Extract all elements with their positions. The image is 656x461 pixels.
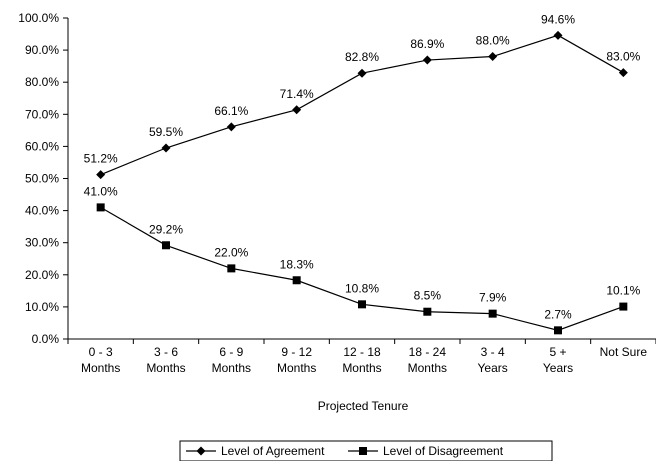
data-label: 88.0% bbox=[476, 34, 510, 48]
data-point bbox=[619, 302, 628, 311]
x-tick-label: 5 + Years bbox=[543, 345, 573, 375]
y-tick-label: 100.0% bbox=[18, 11, 59, 25]
data-label: 18.3% bbox=[280, 257, 314, 271]
data-point bbox=[161, 143, 171, 153]
legend: Level of Agreement Level of Disagreement bbox=[179, 440, 553, 461]
data-point bbox=[96, 203, 105, 212]
data-label: 22.0% bbox=[214, 245, 248, 259]
data-point bbox=[227, 264, 236, 273]
x-tick-label: 18 - 24 Months bbox=[408, 345, 447, 375]
data-point bbox=[488, 309, 497, 318]
series-agreement: 51.2% 59.5% 66.1% 71.4% 82.8% 86.9% 88.0% 94.6%… bbox=[84, 12, 641, 180]
data-label: 29.2% bbox=[149, 222, 183, 236]
data-point bbox=[422, 55, 432, 65]
x-tick-label: 0 - 3 Months bbox=[81, 345, 120, 375]
x-axis-title: Projected Tenure bbox=[318, 399, 409, 413]
data-point bbox=[357, 68, 367, 78]
data-label: 66.1% bbox=[214, 104, 248, 118]
x-tick-label: 12 - 18 Months bbox=[342, 345, 381, 375]
x-tick-label: 3 - 4 Years bbox=[478, 345, 508, 375]
data-point bbox=[553, 30, 563, 40]
data-point bbox=[488, 52, 498, 62]
legend-label: Level of Agreement bbox=[221, 444, 325, 458]
data-point bbox=[226, 122, 236, 132]
data-label: 2.7% bbox=[544, 307, 572, 321]
y-tick-label: 40.0% bbox=[25, 204, 59, 218]
x-tick-label: 3 - 6 Months bbox=[146, 345, 185, 375]
y-tick-label: 70.0% bbox=[25, 107, 59, 121]
y-tick-label: 80.0% bbox=[25, 75, 59, 89]
data-label: 8.5% bbox=[414, 289, 442, 303]
data-label: 41.0% bbox=[84, 184, 118, 198]
data-label: 7.9% bbox=[479, 291, 507, 305]
data-label: 83.0% bbox=[606, 50, 640, 64]
y-tick-label: 50.0% bbox=[25, 172, 59, 186]
x-tick-label: 9 - 12 Months bbox=[277, 345, 316, 375]
diamond-icon bbox=[196, 446, 206, 456]
data-point bbox=[358, 300, 366, 309]
data-point bbox=[96, 170, 106, 180]
y-tick-label: 20.0% bbox=[25, 268, 59, 282]
data-point bbox=[162, 241, 170, 250]
data-label: 51.2% bbox=[84, 152, 118, 166]
square-icon bbox=[359, 447, 367, 455]
x-tick-label: Not Sure bbox=[600, 345, 648, 359]
data-label: 59.5% bbox=[149, 125, 183, 139]
data-label: 71.4% bbox=[280, 87, 314, 101]
x-tick-label: 6 - 9 Months bbox=[212, 345, 251, 375]
series-disagreement: 41.0% 29.2% 22.0% 18.3% 10.8% 8.5% 7.9% 2.7% 10.… bbox=[84, 184, 641, 335]
y-tick-label: 30.0% bbox=[25, 236, 59, 250]
data-point bbox=[292, 105, 302, 115]
data-label: 86.9% bbox=[410, 37, 444, 51]
data-point bbox=[423, 307, 432, 316]
data-label: 10.8% bbox=[345, 281, 379, 295]
axes: 0.0% 10.0% 20.0% 30.0% 40.0% 50.0% 60.0% 70.0% 8… bbox=[18, 11, 656, 375]
legend-label: Level of Disagreement bbox=[383, 444, 504, 458]
data-point bbox=[292, 276, 301, 285]
plot-area: 51.2% 59.5% 66.1% 71.4% 82.8% 86.9% 88.0% 94.6%… bbox=[84, 12, 641, 335]
data-point bbox=[554, 326, 562, 335]
y-tick-label: 10.0% bbox=[25, 300, 59, 314]
y-tick-label: 90.0% bbox=[25, 43, 59, 57]
data-point bbox=[618, 68, 628, 78]
data-label: 82.8% bbox=[345, 50, 379, 64]
data-label: 10.1% bbox=[606, 284, 640, 298]
data-label: 94.6% bbox=[541, 12, 575, 26]
y-tick-label: 0.0% bbox=[32, 332, 60, 346]
y-tick-label: 60.0% bbox=[25, 139, 59, 153]
